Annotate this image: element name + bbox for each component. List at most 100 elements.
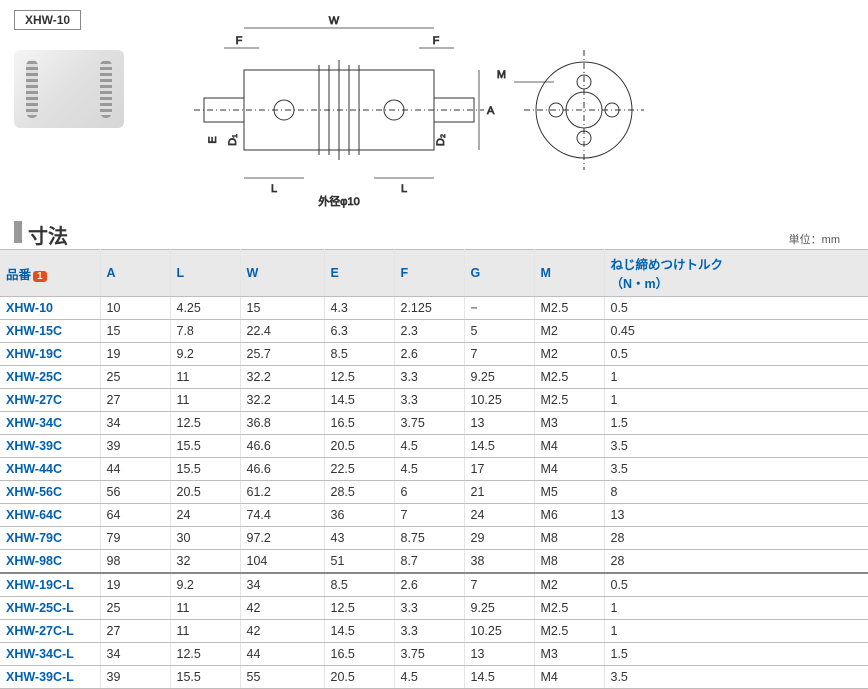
cell-e: 16.5: [324, 643, 394, 666]
cell-f: 7: [394, 504, 464, 527]
dim-label-L-right: L: [401, 183, 407, 195]
cell-e: 12.5: [324, 366, 394, 389]
cell-a: 98: [100, 550, 170, 574]
cell-t: 0.5: [604, 573, 868, 597]
cell-e: 20.5: [324, 435, 394, 458]
cell-w: 46.6: [240, 458, 324, 481]
col-header-a: A: [100, 250, 170, 297]
cell-m: M2: [534, 343, 604, 366]
cell-g: 13: [464, 643, 534, 666]
cell-f: 3.3: [394, 620, 464, 643]
cell-l: 20.5: [170, 481, 240, 504]
cell-l: 12.5: [170, 643, 240, 666]
cell-a: 64: [100, 504, 170, 527]
cell-w: 32.2: [240, 389, 324, 412]
cell-f: 4.5: [394, 435, 464, 458]
cell-pn: XHW-27C-L: [0, 620, 100, 643]
cell-w: 61.2: [240, 481, 324, 504]
table-row: XHW-44C4415.546.622.54.517M43.5: [0, 458, 868, 481]
col-header-e: E: [324, 250, 394, 297]
cell-g: 14.5: [464, 666, 534, 689]
cell-m: M4: [534, 458, 604, 481]
cell-t: 1: [604, 620, 868, 643]
cell-l: 11: [170, 389, 240, 412]
cell-m: M8: [534, 550, 604, 574]
cell-a: 15: [100, 320, 170, 343]
cell-a: 25: [100, 597, 170, 620]
table-row: XHW-15C157.822.46.32.35M20.45: [0, 320, 868, 343]
cell-pn: XHW-27C: [0, 389, 100, 412]
cell-e: 43: [324, 527, 394, 550]
page: XHW-10: [0, 0, 868, 689]
cell-t: 3.5: [604, 666, 868, 689]
col-header-f: F: [394, 250, 464, 297]
cell-pn: XHW-25C: [0, 366, 100, 389]
cell-w: 97.2: [240, 527, 324, 550]
cell-m: M2.5: [534, 389, 604, 412]
cell-pn: XHW-39C-L: [0, 666, 100, 689]
cell-m: M2.5: [534, 620, 604, 643]
cell-g: 10.25: [464, 389, 534, 412]
cell-g: 14.5: [464, 435, 534, 458]
section-header: 寸法 単位：mm: [0, 220, 868, 249]
cell-pn: XHW-44C: [0, 458, 100, 481]
cell-e: 28.5: [324, 481, 394, 504]
cell-f: 3.3: [394, 389, 464, 412]
col-header-m: M: [534, 250, 604, 297]
cell-pn: XHW-79C: [0, 527, 100, 550]
cell-g: 38: [464, 550, 534, 574]
table-header-row: 品番1ALWEFGMねじ締めつけトルク （N・m）: [0, 250, 868, 297]
product-photo: [14, 50, 124, 128]
cell-pn: XHW-10: [0, 297, 100, 320]
cell-f: 8.7: [394, 550, 464, 574]
table-row: XHW-19C199.225.78.52.67M20.5: [0, 343, 868, 366]
cell-w: 104: [240, 550, 324, 574]
cell-w: 55: [240, 666, 324, 689]
cell-t: 0.5: [604, 343, 868, 366]
cell-f: 2.125: [394, 297, 464, 320]
cell-pn: XHW-19C-L: [0, 573, 100, 597]
cell-w: 22.4: [240, 320, 324, 343]
cell-g: 5: [464, 320, 534, 343]
cell-w: 74.4: [240, 504, 324, 527]
col-header-t: ねじ締めつけトルク （N・m）: [604, 250, 868, 297]
section-title: 寸法: [28, 220, 68, 249]
cell-m: M3: [534, 643, 604, 666]
cell-m: M2.5: [534, 297, 604, 320]
cell-g: 9.25: [464, 597, 534, 620]
table-row: XHW-10104.25154.32.125−M2.50.5: [0, 297, 868, 320]
table-row: XHW-34C3412.536.816.53.7513M31.5: [0, 412, 868, 435]
table-row: XHW-27C271132.214.53.310.25M2.51: [0, 389, 868, 412]
cell-a: 10: [100, 297, 170, 320]
cell-pn: XHW-64C: [0, 504, 100, 527]
cell-f: 8.75: [394, 527, 464, 550]
cell-g: 24: [464, 504, 534, 527]
cell-m: M2.5: [534, 597, 604, 620]
cell-a: 79: [100, 527, 170, 550]
cell-l: 9.2: [170, 573, 240, 597]
table-row: XHW-39C3915.546.620.54.514.5M43.5: [0, 435, 868, 458]
col-header-l: L: [170, 250, 240, 297]
cell-t: 1.5: [604, 412, 868, 435]
dim-label-od: 外径φ10: [318, 195, 359, 208]
dim-label-L-left: L: [271, 183, 277, 195]
cell-f: 2.6: [394, 573, 464, 597]
cell-a: 34: [100, 412, 170, 435]
table-row: XHW-19C-L199.2348.52.67M20.5: [0, 573, 868, 597]
cell-t: 0.45: [604, 320, 868, 343]
cell-l: 30: [170, 527, 240, 550]
cell-g: 7: [464, 343, 534, 366]
cell-g: −: [464, 297, 534, 320]
cell-e: 8.5: [324, 573, 394, 597]
cell-w: 25.7: [240, 343, 324, 366]
cell-t: 28: [604, 550, 868, 574]
table-row: XHW-64C642474.436724M613: [0, 504, 868, 527]
col-header-w: W: [240, 250, 324, 297]
cell-w: 46.6: [240, 435, 324, 458]
cell-e: 14.5: [324, 389, 394, 412]
dim-label-A: A: [487, 105, 495, 117]
cell-l: 12.5: [170, 412, 240, 435]
cell-a: 39: [100, 666, 170, 689]
cell-t: 1: [604, 366, 868, 389]
cell-l: 32: [170, 550, 240, 574]
